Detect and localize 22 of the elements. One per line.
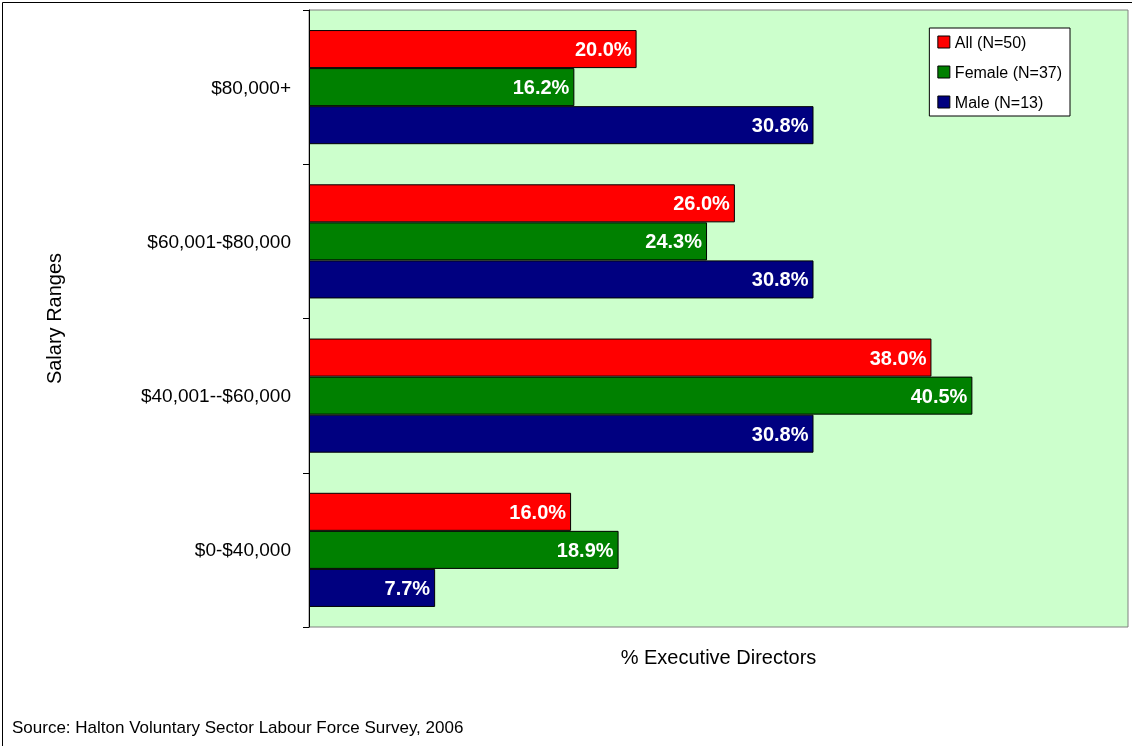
data-label: 16.2% (512, 76, 570, 99)
legend-label: All (N=50) (954, 33, 1027, 51)
data-label: 40.5% (910, 384, 968, 407)
data-label: 30.8% (751, 114, 809, 137)
data-label: 20.0% (574, 38, 632, 61)
data-label: 7.7% (384, 576, 431, 599)
source-note: Source: Halton Voluntary Sector Labour Force Survey, 2006 (12, 718, 464, 737)
data-label: 18.9% (556, 538, 614, 561)
y-tick-label: $0-$40,000 (194, 539, 291, 561)
y-tick-label: $40,001--$60,000 (140, 385, 291, 407)
legend-label: Male (N=13) (954, 93, 1044, 111)
data-label: 30.8% (751, 422, 809, 445)
y-tick-label: $60,001-$80,000 (147, 230, 291, 252)
y-axis-title: Salary Ranges (43, 252, 65, 385)
data-label: 16.0% (509, 500, 567, 523)
x-axis-title: % Executive Directors (620, 646, 817, 668)
data-label: 24.3% (645, 230, 703, 253)
data-label: 38.0% (869, 346, 927, 369)
legend-label: Female (N=37) (954, 63, 1063, 81)
data-label: 26.0% (673, 192, 731, 215)
y-tick-label: $80,000+ (211, 76, 291, 98)
data-label: 30.8% (751, 268, 809, 291)
